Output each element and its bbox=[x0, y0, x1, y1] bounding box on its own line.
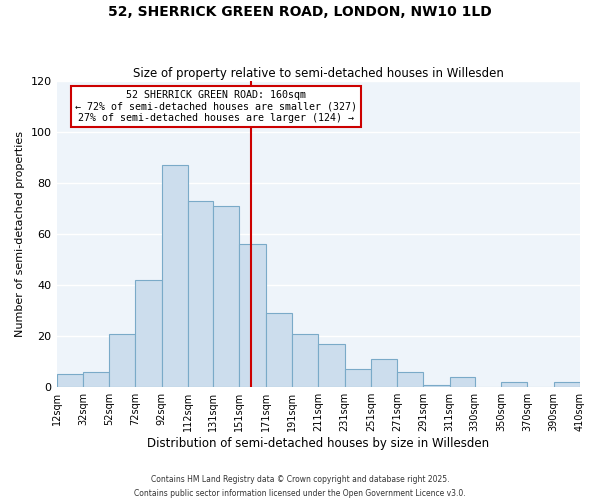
Bar bbox=[397, 372, 424, 387]
Bar bbox=[162, 165, 188, 387]
Bar bbox=[450, 377, 475, 387]
Bar bbox=[501, 382, 527, 387]
Bar bbox=[344, 370, 371, 387]
Bar bbox=[554, 382, 580, 387]
Bar bbox=[266, 313, 292, 387]
Bar bbox=[371, 359, 397, 387]
X-axis label: Distribution of semi-detached houses by size in Willesden: Distribution of semi-detached houses by … bbox=[147, 437, 490, 450]
Bar bbox=[213, 206, 239, 387]
Bar bbox=[424, 384, 450, 387]
Text: Contains HM Land Registry data © Crown copyright and database right 2025.
Contai: Contains HM Land Registry data © Crown c… bbox=[134, 476, 466, 498]
Y-axis label: Number of semi-detached properties: Number of semi-detached properties bbox=[15, 131, 25, 337]
Title: Size of property relative to semi-detached houses in Willesden: Size of property relative to semi-detach… bbox=[133, 66, 504, 80]
Text: 52, SHERRICK GREEN ROAD, LONDON, NW10 1LD: 52, SHERRICK GREEN ROAD, LONDON, NW10 1L… bbox=[108, 5, 492, 19]
Bar bbox=[318, 344, 344, 387]
Text: 52 SHERRICK GREEN ROAD: 160sqm
← 72% of semi-detached houses are smaller (327)
2: 52 SHERRICK GREEN ROAD: 160sqm ← 72% of … bbox=[75, 90, 357, 123]
Bar bbox=[83, 372, 109, 387]
Bar bbox=[136, 280, 162, 387]
Bar bbox=[188, 200, 213, 387]
Bar bbox=[239, 244, 266, 387]
Bar bbox=[292, 334, 318, 387]
Bar bbox=[109, 334, 136, 387]
Bar bbox=[56, 374, 83, 387]
